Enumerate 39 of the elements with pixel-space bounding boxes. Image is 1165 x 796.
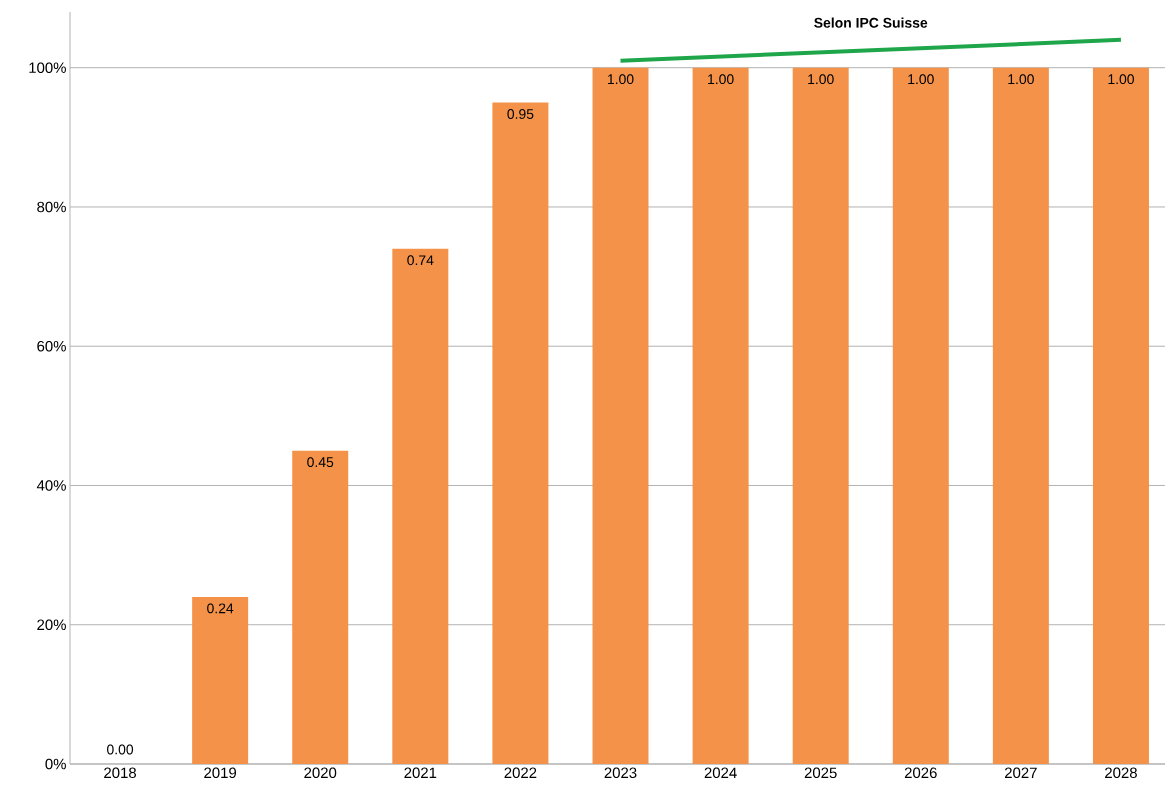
x-tick-label: 2022 bbox=[504, 767, 537, 779]
data-label: 0.45 bbox=[307, 457, 334, 468]
x-tick-label: 2024 bbox=[704, 767, 737, 779]
bar bbox=[592, 67, 649, 764]
bar bbox=[492, 102, 549, 764]
x-tick-label: 2019 bbox=[204, 767, 237, 779]
x-tick-label: 2021 bbox=[404, 767, 437, 779]
data-label: 1.00 bbox=[908, 74, 934, 85]
bar bbox=[892, 67, 949, 764]
y-tick-label: 60% bbox=[37, 340, 66, 352]
x-tick-label: 2026 bbox=[904, 767, 937, 779]
x-tick-label: 2023 bbox=[604, 767, 637, 779]
data-label: 1.00 bbox=[607, 74, 634, 85]
x-tick-label: 2025 bbox=[804, 767, 837, 779]
data-label: 1.00 bbox=[808, 74, 834, 85]
data-label: 1.00 bbox=[708, 74, 734, 85]
data-label: 0.95 bbox=[507, 109, 534, 119]
y-tick-label: 20% bbox=[37, 619, 66, 631]
bar bbox=[692, 67, 749, 764]
bar bbox=[992, 67, 1049, 764]
data-label: 0.74 bbox=[407, 255, 434, 266]
bar bbox=[392, 248, 449, 764]
x-tick-label: 2028 bbox=[1105, 767, 1137, 779]
y-tick-label: 100% bbox=[29, 62, 66, 73]
data-label: 0.00 bbox=[107, 744, 134, 755]
annotation: Selon IPC Suisse bbox=[814, 17, 928, 28]
x-tick-label: 2020 bbox=[304, 767, 337, 779]
data-label: 0.24 bbox=[207, 603, 234, 614]
data-label: 1.00 bbox=[1108, 74, 1134, 85]
x-tick-label: 2027 bbox=[1004, 767, 1037, 779]
y-tick-label: 80% bbox=[37, 201, 66, 213]
bar bbox=[292, 450, 349, 764]
bar bbox=[192, 596, 249, 764]
y-tick-label: 0% bbox=[45, 758, 66, 770]
y-tick-label: 40% bbox=[36, 480, 66, 491]
x-tick-label: 2018 bbox=[104, 767, 137, 779]
data-label: 1.00 bbox=[1008, 74, 1034, 85]
bar bbox=[1092, 67, 1149, 764]
bar bbox=[792, 67, 849, 764]
